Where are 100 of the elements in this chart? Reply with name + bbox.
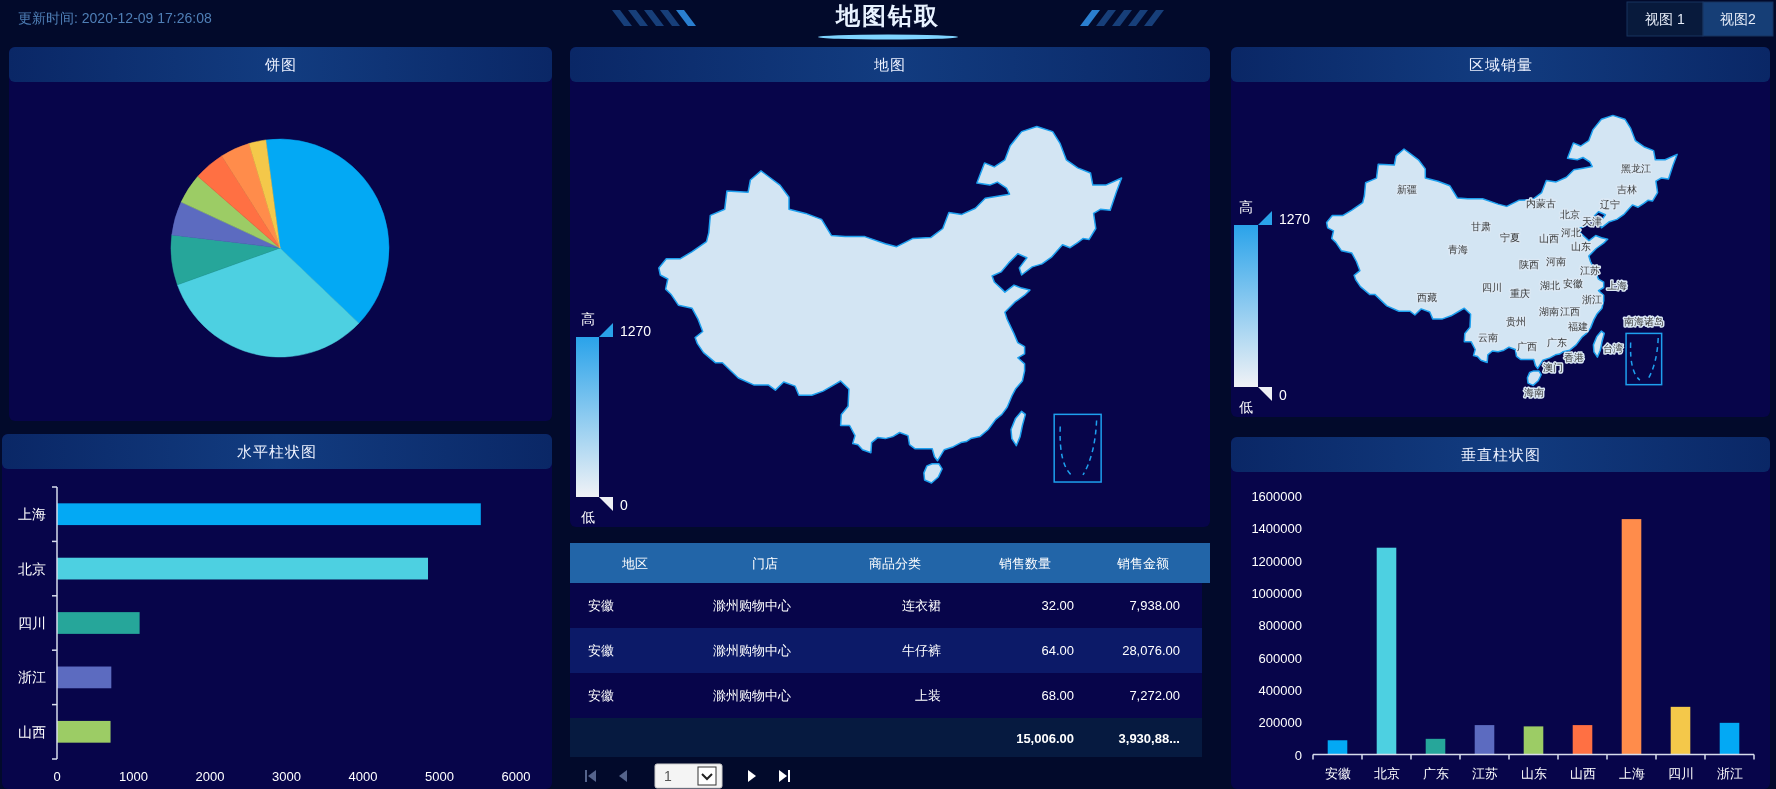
y-tick-label: 四川: [18, 615, 46, 631]
category-label: 广西: [1516, 340, 1537, 352]
text: 7,272.00: [1129, 688, 1180, 703]
category-label: 商品分类: [869, 556, 921, 571]
y-tick-label: 上海: [18, 506, 46, 523]
text: 64.00: [1041, 643, 1074, 658]
category-label: 湖北: [1539, 279, 1560, 291]
bar: [1523, 726, 1544, 755]
text: 68.00: [1041, 688, 1074, 703]
x-tick-label: 1000: [119, 769, 148, 784]
pie-slice: [265, 138, 390, 324]
text: 地图钻取: [835, 2, 940, 29]
x-tick-label: 浙江: [1716, 765, 1743, 781]
text: 滁州购物中心: [713, 688, 791, 703]
category-label: 销售金额: [1116, 556, 1169, 571]
text: 连衣裙: [902, 598, 941, 613]
bar: [1425, 738, 1446, 755]
bar: [1327, 740, 1348, 755]
x-tick-label: 6000: [501, 769, 531, 784]
category-label: 江西: [1559, 306, 1580, 318]
x-tick-label: 5000: [425, 769, 454, 784]
x-tick-label: 山西: [1569, 765, 1596, 781]
category-label: 地区: [621, 556, 648, 571]
y-tick-label: 600000: [1258, 650, 1302, 666]
category-label: 内蒙古: [1526, 197, 1557, 209]
pie-slice: [177, 247, 360, 358]
category-label: 福建: [1568, 321, 1589, 333]
category-label: 四川: [1482, 282, 1503, 294]
pie-slice: [180, 176, 281, 249]
bar: [1572, 725, 1593, 755]
text: 0: [620, 497, 628, 513]
category-label: 宁夏: [1499, 231, 1520, 243]
x-tick-label: 安徽: [1324, 765, 1351, 781]
category-label: 澳门: [1542, 361, 1563, 373]
text: 滁州购物中心: [713, 643, 791, 658]
chart-title: 饼图: [263, 56, 297, 73]
bar: [57, 503, 481, 526]
category-label: 重庆: [1509, 288, 1530, 300]
pie-slice: [170, 234, 281, 286]
x-tick-label: 2000: [195, 769, 225, 784]
category-label: 北京: [1559, 208, 1580, 220]
category-label: 湖南: [1538, 306, 1559, 318]
bar: [57, 557, 429, 580]
x-tick-label: 江苏: [1471, 765, 1498, 781]
category-label: 辽宁: [1600, 199, 1621, 211]
text: 28,076.00: [1122, 643, 1180, 658]
text: 地图: [873, 56, 906, 73]
category-label: 安徽: [1562, 278, 1583, 290]
text: 1270: [620, 323, 652, 339]
bar: [1376, 547, 1397, 755]
y-tick-label: 400000: [1258, 682, 1302, 698]
text: 视图2: [1720, 11, 1757, 27]
category-label: 新疆: [1396, 184, 1417, 196]
pie-slice: [248, 139, 281, 249]
text: 7,938.00: [1129, 598, 1180, 613]
x-tick-label: 上海: [1618, 765, 1645, 781]
text: 区域销量: [1468, 56, 1533, 73]
category-label: 青海: [1447, 243, 1468, 255]
chart-title: 垂直柱状图: [1460, 446, 1541, 463]
text: 安徽: [588, 643, 614, 658]
text: 低: [580, 509, 595, 525]
text: 3,930,88...: [1118, 731, 1180, 746]
x-tick-label: 四川: [1667, 765, 1694, 781]
y-tick-label: 山西: [18, 723, 46, 740]
text: 高: [580, 311, 595, 327]
y-tick-label: 1200000: [1251, 553, 1302, 569]
y-tick-label: 北京: [18, 560, 46, 577]
category-label: 销售数量: [998, 556, 1051, 571]
y-tick-label: 200000: [1258, 715, 1302, 731]
pie-slice: [221, 143, 281, 249]
text: 滁州购物中心: [713, 598, 791, 613]
y-tick-label: 1000000: [1251, 585, 1302, 601]
category-label: 门店: [752, 556, 778, 571]
category-label: 黑龙江: [1620, 163, 1651, 175]
category-label: 河南: [1546, 256, 1567, 267]
category-label: 香港: [1564, 352, 1585, 364]
y-tick-label: 0: [1294, 747, 1302, 763]
x-tick-label: 北京: [1373, 765, 1400, 781]
category-label: 甘肃: [1470, 220, 1491, 232]
text: 视图 1: [1645, 11, 1686, 27]
bar: [57, 720, 111, 743]
category-label: 吉林: [1617, 184, 1638, 196]
y-tick-label: 1400000: [1251, 521, 1302, 537]
category-label: 海南: [1524, 386, 1545, 398]
text: 上装: [915, 688, 941, 703]
category-label: 台湾: [1603, 343, 1624, 355]
x-tick-label: 山东: [1520, 765, 1547, 781]
text: 安徽: [588, 598, 614, 613]
category-label: 南海诸岛: [1623, 316, 1664, 328]
category-label: 河北: [1560, 226, 1581, 238]
pie-slice: [171, 201, 281, 249]
y-tick-label: 800000: [1258, 618, 1302, 634]
category-label: 陕西: [1519, 259, 1540, 271]
text: 32.00: [1041, 598, 1074, 613]
category-label: 云南: [1478, 331, 1499, 343]
x-tick-label: 3000: [272, 769, 301, 784]
chart-title: 水平柱状图: [237, 443, 317, 460]
category-label: 山西: [1538, 233, 1559, 245]
bar: [1474, 725, 1495, 755]
text: 牛仔裤: [902, 643, 941, 658]
